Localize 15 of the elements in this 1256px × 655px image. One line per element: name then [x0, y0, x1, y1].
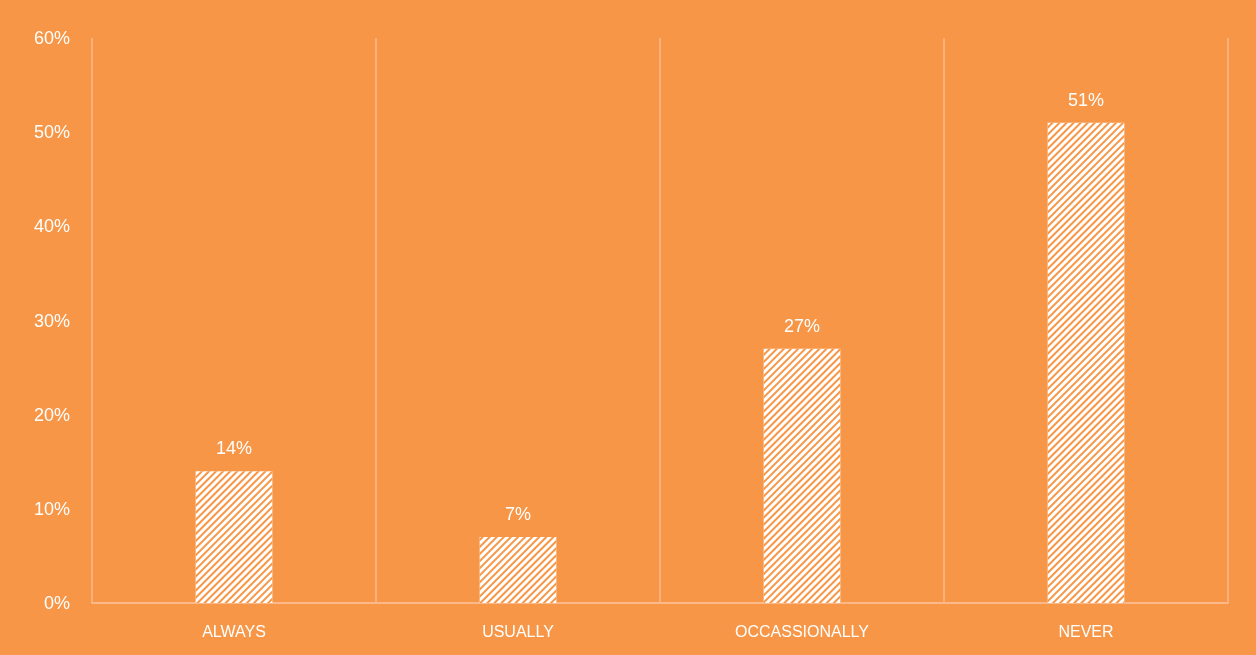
data-label: 27% — [783, 315, 821, 336]
y-tick-label: 60% — [33, 28, 70, 48]
y-tick-label: 10% — [33, 498, 70, 519]
x-tick-label: USUALLY — [482, 622, 555, 640]
data-label: 14% — [215, 438, 253, 459]
x-tick-label: NEVER — [1058, 622, 1114, 640]
y-tick-label: 50% — [33, 122, 70, 143]
data-label: 51% — [1067, 89, 1105, 110]
y-tick-label: 0% — [43, 593, 70, 613]
y-tick-label: 30% — [33, 310, 70, 331]
y-tick-label: 20% — [33, 404, 70, 425]
y-tick-label: 40% — [33, 216, 70, 237]
x-tick-label: OCCASSIONALLY — [735, 622, 870, 640]
x-tick-label: ALWAYS — [202, 622, 266, 640]
data-label: 7% — [504, 504, 532, 525]
